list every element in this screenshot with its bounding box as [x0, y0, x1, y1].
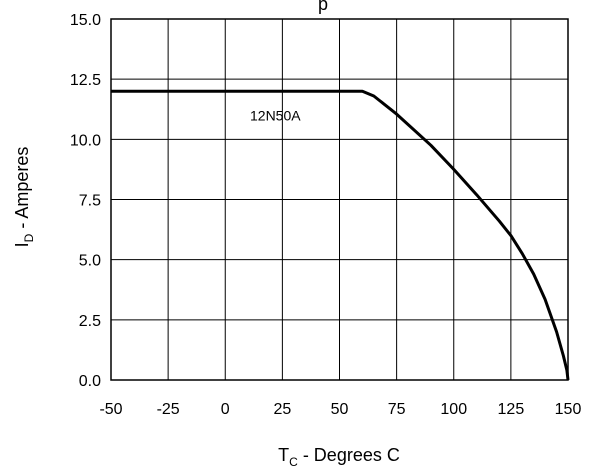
y-tick-label: 12.5	[70, 72, 101, 89]
x-tick-label: 25	[273, 401, 291, 418]
plot-frame	[110, 18, 569, 381]
y-tick-label: 10.0	[70, 132, 101, 149]
x-tick-labels: -50 -25 0 25 50 75 100 125 150	[99, 401, 581, 418]
x-axis-label-sub: C	[289, 455, 298, 469]
y-axis-label-sub: D	[22, 233, 36, 242]
x-tick-label: 75	[388, 401, 406, 418]
y-axis-label-rest: - Amperes	[12, 147, 32, 234]
x-axis-label: TC - Degrees C	[278, 445, 400, 469]
y-tick-label: 0.0	[79, 373, 101, 390]
x-tick-label: 50	[331, 401, 349, 418]
x-tick-label: 125	[498, 401, 525, 418]
x-tick-label: -50	[99, 401, 122, 418]
x-tick-label: -25	[157, 401, 180, 418]
annotations: 12N50A	[250, 107, 301, 123]
y-tick-label: 5.0	[79, 253, 101, 270]
y-tick-label: 15.0	[70, 12, 101, 29]
y-axis-label-main: I	[12, 242, 32, 247]
x-tick-label: 100	[440, 401, 467, 418]
x-axis-label-rest: - Degrees C	[298, 445, 400, 465]
x-tick-label: 0	[221, 401, 230, 418]
x-axis-label-main: T	[278, 445, 289, 465]
series-line-12n50a	[111, 89, 570, 381]
y-tick-label: 2.5	[79, 313, 101, 330]
chart-title-fragment: p	[318, 0, 328, 14]
y-tick-label: 7.5	[79, 193, 101, 210]
y-axis-label: ID - Amperes	[12, 147, 36, 248]
x-tick-label: 150	[555, 401, 582, 418]
grid	[110, 18, 569, 381]
series-annotation: 12N50A	[250, 107, 301, 123]
y-tick-labels: 0.0 2.5 5.0 7.5 10.0 12.5 15.0	[70, 12, 101, 390]
series-layer	[111, 89, 570, 381]
